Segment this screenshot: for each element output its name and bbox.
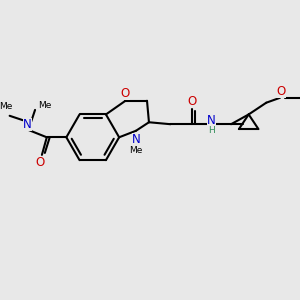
Text: O: O bbox=[276, 85, 286, 98]
Text: Me: Me bbox=[0, 101, 12, 110]
Text: H: H bbox=[208, 126, 215, 135]
Text: O: O bbox=[121, 87, 130, 101]
Text: N: N bbox=[23, 118, 32, 131]
Text: O: O bbox=[187, 95, 196, 108]
Text: O: O bbox=[35, 156, 45, 169]
Text: N: N bbox=[207, 114, 216, 127]
Text: Me: Me bbox=[129, 146, 143, 155]
Text: Me: Me bbox=[38, 100, 52, 109]
Text: N: N bbox=[132, 133, 140, 146]
